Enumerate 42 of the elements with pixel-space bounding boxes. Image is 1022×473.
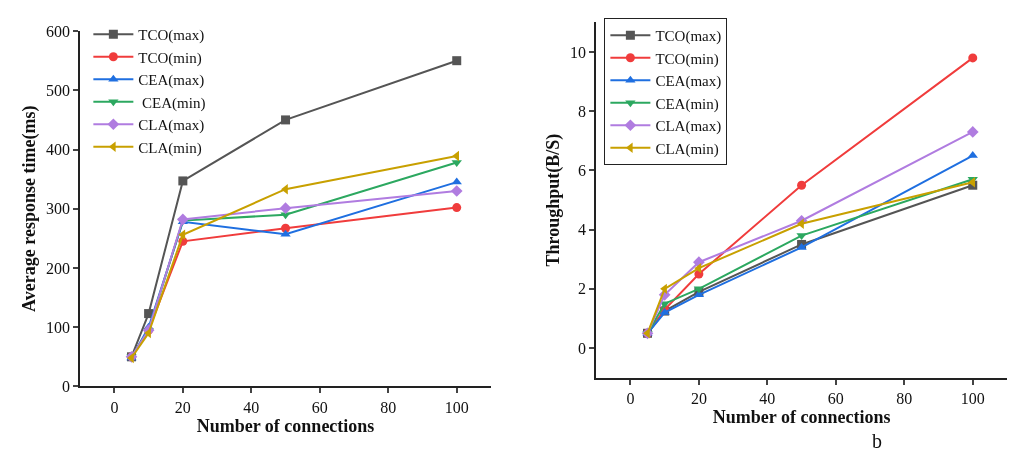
legend-label: CLA(max) bbox=[655, 118, 722, 136]
y-tick-label: 10 bbox=[569, 43, 586, 61]
x-tick-label: 0 bbox=[110, 398, 119, 416]
legend-label: CEA(min) bbox=[655, 95, 719, 113]
y-tick-label: 300 bbox=[45, 200, 70, 218]
legend-label: CEA(max) bbox=[138, 72, 205, 90]
y-axis-title: Average response time(ms) bbox=[18, 105, 40, 312]
legend-label: CLA(min) bbox=[138, 139, 202, 157]
x-tick-label: 100 bbox=[960, 389, 985, 407]
y-tick-label: 2 bbox=[577, 280, 586, 298]
y-tick-label: 600 bbox=[45, 22, 70, 40]
x-tick-label: 20 bbox=[690, 389, 707, 407]
legend-label: CLA(max) bbox=[138, 117, 205, 135]
x-tick-label: 0 bbox=[626, 389, 635, 407]
x-tick-label: 20 bbox=[174, 398, 191, 416]
y-tick-label: 0 bbox=[577, 339, 586, 357]
x-tick-label: 40 bbox=[243, 398, 260, 416]
y-tick-label: 400 bbox=[45, 141, 70, 159]
y-tick-label: 6 bbox=[577, 162, 586, 180]
text: b bbox=[872, 430, 882, 452]
x-axis-title: Number of connections bbox=[712, 406, 891, 427]
y-tick-label: 4 bbox=[577, 221, 586, 239]
legend-label: TCO(min) bbox=[138, 49, 202, 67]
y-tick-label: 500 bbox=[45, 81, 70, 99]
x-tick-label: 100 bbox=[444, 398, 469, 416]
x-tick-label: 60 bbox=[827, 389, 844, 407]
y-tick-label: 0 bbox=[61, 378, 70, 396]
legend-label: CLA(min) bbox=[655, 140, 719, 158]
y-tick-label: 8 bbox=[577, 102, 586, 120]
x-tick-label: 80 bbox=[380, 398, 397, 416]
y-axis-title: Throughput(B/S) bbox=[542, 133, 564, 267]
legend-label: TCO(min) bbox=[655, 50, 719, 68]
x-tick-label: 40 bbox=[759, 389, 776, 407]
legend-label: CEA(max) bbox=[655, 73, 722, 91]
legend-label: CEA(min) bbox=[138, 94, 206, 112]
y-tick-label: 100 bbox=[45, 318, 70, 336]
legend-label: TCO(max) bbox=[655, 28, 722, 46]
y-tick-label: 200 bbox=[45, 259, 70, 277]
x-tick-label: 60 bbox=[311, 398, 328, 416]
x-tick-label: 80 bbox=[896, 389, 913, 407]
legend-label: TCO(max) bbox=[138, 27, 205, 45]
x-axis-title: Number of connections bbox=[196, 415, 375, 436]
